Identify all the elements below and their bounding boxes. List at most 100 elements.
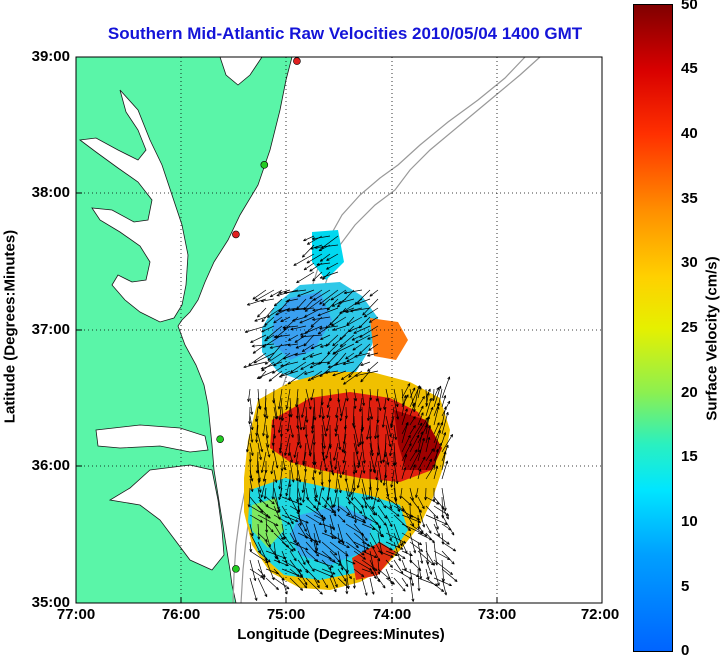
- velocity-vector: [294, 451, 299, 466]
- velocity-vector: [289, 532, 296, 544]
- velocity-vector: [409, 434, 420, 453]
- axis-ticks: [76, 192, 498, 603]
- velocity-vector: [348, 325, 363, 332]
- velocity-vector: [393, 523, 403, 547]
- velocity-vector: [306, 235, 323, 245]
- velocity-vector: [409, 541, 424, 552]
- velocity-vector: [424, 487, 428, 501]
- velocity-vector: [409, 425, 416, 435]
- velocity-vector: [257, 433, 264, 453]
- velocity-vector: [249, 442, 254, 457]
- velocity-vector: [353, 550, 367, 560]
- velocity-vector: [441, 432, 447, 444]
- velocity-vector: [289, 451, 294, 463]
- velocity-vector: [311, 361, 331, 365]
- velocity-vector: [329, 577, 337, 593]
- velocity-vector: [268, 370, 283, 382]
- velocity-vector: [346, 352, 363, 363]
- velocity-vector: [321, 451, 328, 472]
- velocity-vector: [377, 523, 383, 538]
- velocity-vector: [321, 532, 337, 540]
- velocity-vector: [307, 370, 323, 382]
- colorbar-label: Surface Velocity (cm/s): [703, 256, 721, 421]
- velocity-vector: [306, 253, 323, 264]
- velocity-vector: [369, 577, 375, 595]
- velocity-vector: [265, 496, 275, 505]
- velocity-vector: [369, 496, 381, 502]
- velocity-vector: [401, 422, 409, 444]
- velocity-vector: [372, 487, 379, 510]
- velocity-vector: [441, 487, 447, 511]
- velocity-vector: [280, 361, 299, 368]
- main-red: [270, 392, 436, 482]
- velocity-vector: [417, 505, 426, 528]
- velocity-vector: [385, 415, 392, 438]
- velocity-vector: [337, 505, 351, 516]
- velocity-vector: [425, 523, 432, 534]
- velocity-vector: [278, 469, 283, 490]
- velocity-vector: [260, 478, 267, 498]
- velocity-vector: [441, 577, 448, 596]
- land: [75, 56, 293, 604]
- velocity-vector: [321, 424, 326, 449]
- velocity-vector: [351, 334, 363, 341]
- velocity-vector: [377, 496, 387, 509]
- velocity-vector: [282, 325, 299, 329]
- velocity-vector: [333, 487, 339, 508]
- velocity-vector: [262, 469, 267, 482]
- station-marker: [232, 230, 240, 239]
- velocity-vector: [382, 442, 387, 463]
- velocity-vector: [341, 460, 347, 475]
- velocity-vector: [342, 361, 355, 366]
- velocity-vector: [297, 568, 308, 586]
- colorbar-tick: 10: [681, 513, 698, 530]
- velocity-vector: [340, 370, 355, 381]
- velocity-vector: [333, 442, 339, 461]
- velocity-vector: [309, 289, 323, 299]
- velocity-vector: [329, 541, 349, 557]
- velocity-vector: [332, 343, 355, 355]
- velocity-vector: [312, 316, 331, 321]
- velocity-vector: [441, 505, 449, 520]
- velocity-vector: [348, 361, 363, 378]
- velocity-vector: [297, 289, 315, 297]
- velocity-vector: [249, 514, 263, 523]
- velocity-vector: [312, 307, 331, 312]
- velocity-vector: [310, 343, 323, 349]
- velocity-vector: [441, 568, 458, 583]
- velocity-vector: [257, 559, 265, 581]
- velocity-vector: [290, 361, 307, 373]
- velocity-vector: [254, 316, 267, 322]
- pamlico-sound: [108, 464, 225, 571]
- velocity-vector: [265, 559, 275, 581]
- velocity-vector: [252, 343, 267, 354]
- x-axis-label: Longitude (Degrees:Minutes): [237, 626, 445, 643]
- velocity-vector: [369, 568, 377, 580]
- velocity-vector: [425, 559, 432, 575]
- y-tick-label: 38:00: [31, 184, 70, 201]
- velocity-vector: [357, 451, 363, 469]
- velocity-vector: [305, 406, 309, 423]
- velocity-vector: [329, 496, 334, 509]
- velocity-vector: [313, 478, 319, 499]
- velocity-vector: [325, 415, 331, 432]
- velocity-vector: [358, 397, 363, 412]
- velocity-vector: [393, 550, 406, 560]
- velocity-vector: [275, 307, 291, 316]
- velocity-vector: [345, 478, 351, 498]
- velocity-vector: [361, 442, 366, 464]
- velocity-vector: [301, 244, 315, 258]
- velocity-vector: [345, 307, 363, 313]
- velocity-vector: [335, 406, 339, 419]
- velocity-vector: [337, 289, 355, 308]
- velocity-vector: [319, 271, 339, 279]
- velocity-vector: [339, 397, 347, 422]
- velocity-vector: [297, 424, 302, 449]
- velocity-vector: [337, 559, 352, 580]
- velocity-vector: [361, 433, 365, 445]
- velocity-vector: [265, 577, 279, 591]
- velocity-vector: [265, 523, 274, 533]
- velocity-vector: [331, 316, 347, 327]
- velocity-vector: [303, 235, 315, 242]
- velocity-vector: [417, 456, 426, 471]
